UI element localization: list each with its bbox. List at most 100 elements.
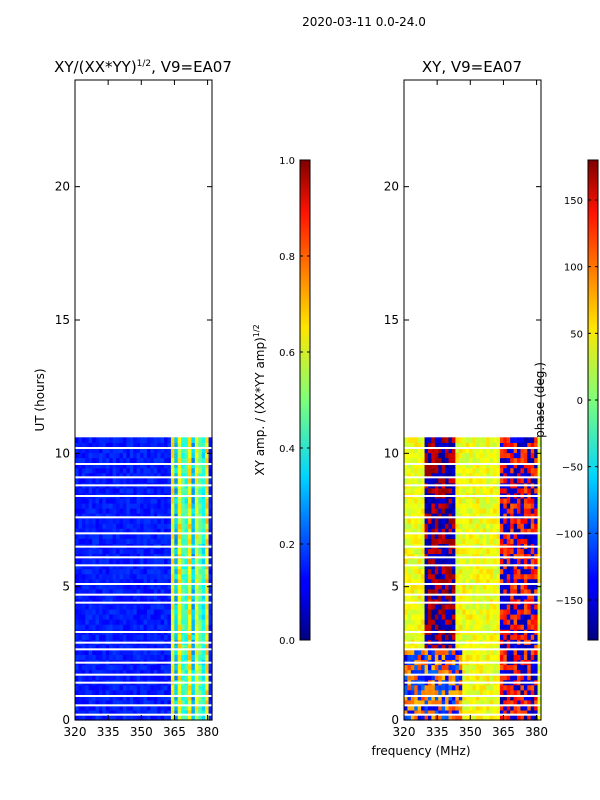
heatmap-cell [140,593,145,600]
heatmap-cell [458,654,463,661]
heatmap-cell [404,644,409,650]
heatmap-cell [479,578,484,585]
heatmap-cell [116,619,121,625]
heatmap-cell [499,538,504,544]
heatmap-cell [451,624,456,630]
heatmap-cell [170,714,175,721]
heatmap-cell [506,689,511,696]
heatmap-cell [530,689,535,696]
heatmap-cell [75,568,80,575]
heatmap-cell [98,472,104,479]
heatmap-cell [472,578,477,585]
heatmap-cell [438,593,443,600]
heatmap-cell [143,538,148,544]
heatmap-cell [534,578,539,585]
heatmap-cell [510,619,515,625]
heatmap-cell [445,462,450,469]
heatmap-cell [448,649,453,655]
heatmap-cell [188,538,193,544]
heatmap-cell [472,497,477,504]
heatmap-cell [129,588,134,595]
heatmap-cell [119,603,124,610]
heatmap-cell [503,689,508,696]
heatmap-cell [475,538,480,544]
heatmap-cell [208,614,213,620]
heatmap-cell [98,684,104,691]
heatmap-cell [431,644,436,650]
heatmap-cell [208,674,213,681]
heatmap-cell [404,619,409,625]
heatmap-cell [194,497,199,504]
heatmap-cell [424,563,429,570]
heatmap-cell [150,709,155,716]
heatmap-cell [424,664,429,671]
heatmap-cell [510,664,515,671]
heatmap-cell [534,593,539,600]
heatmap-cell [424,694,429,701]
heatmap-cell [424,619,429,625]
heatmap-cell [78,467,83,474]
heatmap-cell [98,497,104,504]
heatmap-cell [95,548,100,555]
heatmap-cell [181,548,186,555]
heatmap-cell [112,437,117,443]
heatmap-cell [75,548,80,555]
heatmap-cell [417,457,422,464]
heatmap-cell [188,699,193,706]
heatmap-cell [177,487,182,494]
heatmap-cell [431,714,436,721]
heatmap-cell [164,523,169,529]
heatmap-cell [427,684,433,691]
heatmap-cell [417,452,422,459]
heatmap-cell [75,664,80,671]
heatmap-cell [482,714,487,721]
heatmap-cell [133,608,138,615]
heatmap-cell [510,634,515,640]
heatmap-cell [191,614,196,620]
heatmap-cell [112,588,117,595]
heatmap-cell [513,508,518,514]
heatmap-cell [81,437,86,443]
heatmap-cell [140,462,145,469]
heatmap-cell [105,619,110,625]
heatmap-cell [140,472,145,479]
heatmap-cell [462,694,467,701]
heatmap-cell [414,709,419,716]
heatmap-cell [112,644,117,650]
heatmap-cell [462,477,467,484]
heatmap-cell [78,477,83,484]
heatmap-cell [499,442,504,449]
heatmap-cell [417,684,422,691]
heatmap-cell [164,573,169,580]
heatmap-cell [170,477,175,484]
heatmap-cell [92,583,97,590]
heatmap-cell [102,513,107,519]
heatmap-cell [496,502,501,509]
heatmap-cell [194,699,199,706]
heatmap-cell [427,528,433,534]
heatmap-cell [523,694,528,701]
heatmap-cell [170,548,175,555]
heatmap-cell [157,608,162,615]
heatmap-cell [496,533,501,539]
heatmap-cell [472,588,477,595]
heatmap-cell [122,553,127,560]
heatmap-cell [475,624,480,630]
heatmap-cell [181,472,186,479]
heatmap-cell [164,669,169,676]
heatmap-cell [438,578,443,585]
heatmap-cell [150,497,155,504]
heatmap-cell [167,442,172,449]
heatmap-cell [414,669,419,676]
heatmap-cell [167,583,172,590]
heatmap-cell [534,689,539,696]
heatmap-cell [102,583,107,590]
heatmap-cell [438,654,443,661]
heatmap-cell [414,608,419,615]
heatmap-cell [493,709,498,716]
heatmap-cell [407,704,412,711]
heatmap-cell [188,457,193,464]
heatmap-cell [421,518,426,524]
heatmap-cell [164,588,169,595]
